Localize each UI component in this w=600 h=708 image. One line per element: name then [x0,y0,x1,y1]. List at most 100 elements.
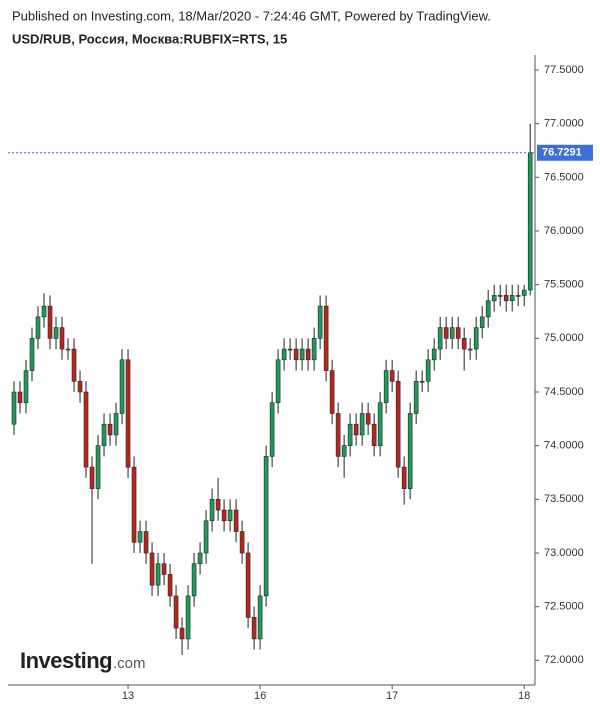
candle-body [35,316,41,339]
last-price-tag [537,144,593,161]
candle-body [455,327,461,339]
y-tick-label: 77.0000 [544,118,584,130]
candle-body [443,327,449,339]
candle-body [77,380,83,393]
candle-body [215,499,221,511]
candle-body [497,295,503,297]
candle-body [359,413,365,436]
y-tick-label: 76.5000 [544,171,584,183]
y-tick-label: 75.5000 [544,279,584,291]
source-line: Published on Investing.com, 18/Mar/2020 … [12,8,491,23]
candle-body [71,348,77,382]
candle-body [221,509,227,522]
candle-body [521,289,527,296]
candle-body [29,338,35,371]
candle-body [125,359,131,468]
candle-body [41,305,47,318]
x-tick-label: 16 [254,690,266,702]
candle-body [281,348,287,361]
candle-body [59,327,65,350]
candle-body [149,552,155,586]
candle-body [401,466,407,489]
candle-body [113,413,119,436]
candle-body [395,380,401,468]
watermark-suffix: .com [113,655,146,672]
candle-body [419,380,425,383]
candle-body [185,595,191,640]
x-tick-label: 13 [122,690,134,702]
candle-body [17,391,23,404]
y-tick-label: 73.0000 [544,547,584,559]
y-tick-label: 75.0000 [544,332,584,344]
candle-body [467,348,473,351]
y-tick-label: 74.5000 [544,386,584,398]
x-tick-label: 17 [386,690,398,702]
candle-body [23,370,29,404]
candle-body [389,370,395,382]
candle-body [461,338,467,350]
candle-body [371,423,377,446]
watermark-brand: Investing [20,648,112,673]
candle-body [65,348,71,351]
candle-body [341,445,347,457]
candle-body [143,531,149,554]
candle-body [317,305,323,339]
candle-body [11,391,17,425]
chart-title: USD/RUB, Россия, Москва:RUBFIX=RTS, 15 [12,31,287,46]
candle-body [353,423,359,436]
candle-body [131,466,137,543]
candle-body [83,391,89,468]
candle-body [203,520,209,554]
candle-body [407,413,413,489]
candle-body [431,348,437,361]
candle-body [449,327,455,339]
candle-body [239,531,245,554]
candle-body [245,552,251,618]
y-tick-label: 76.0000 [544,225,584,237]
candle-body [179,627,185,640]
y-tick-label: 73.5000 [544,493,584,505]
candle-body [287,348,293,351]
candle-body [47,305,53,339]
candle-body [89,466,95,489]
candle-body [347,423,353,446]
candle-body [167,574,173,597]
candle-body [119,359,125,414]
candle-body [107,423,113,436]
candle-body [227,509,233,522]
candle-body [473,327,479,350]
candle-body [137,531,143,543]
candle-body [197,552,203,565]
candle-body [299,348,305,361]
candle-body [95,445,101,489]
candle-body [335,413,341,457]
candle-body [233,509,239,532]
candle-body [311,338,317,361]
candle-body [263,456,269,597]
candle-body [377,402,383,446]
candle-body [173,595,179,629]
candle-body [305,348,311,361]
candle-body [491,295,497,302]
y-tick-label: 74.0000 [544,440,584,452]
candle-body [323,305,329,371]
candle-body [269,402,275,457]
candle-body [161,563,167,575]
last-price-label: 76.7291 [542,147,582,159]
candle-body [437,327,443,350]
y-tick-label: 72.0000 [544,654,584,666]
candle-body [251,617,257,640]
candle-body [479,316,485,328]
candle-body [425,359,431,382]
candle-body [209,499,215,522]
candle-body [257,595,263,640]
candle-body [527,152,533,291]
candle-body [101,423,107,446]
candle-body [503,295,509,302]
candle-body [155,563,161,586]
candle-body [365,413,371,425]
candle-body [413,380,419,414]
y-tick-label: 72.5000 [544,601,584,613]
candle-body [509,295,515,302]
